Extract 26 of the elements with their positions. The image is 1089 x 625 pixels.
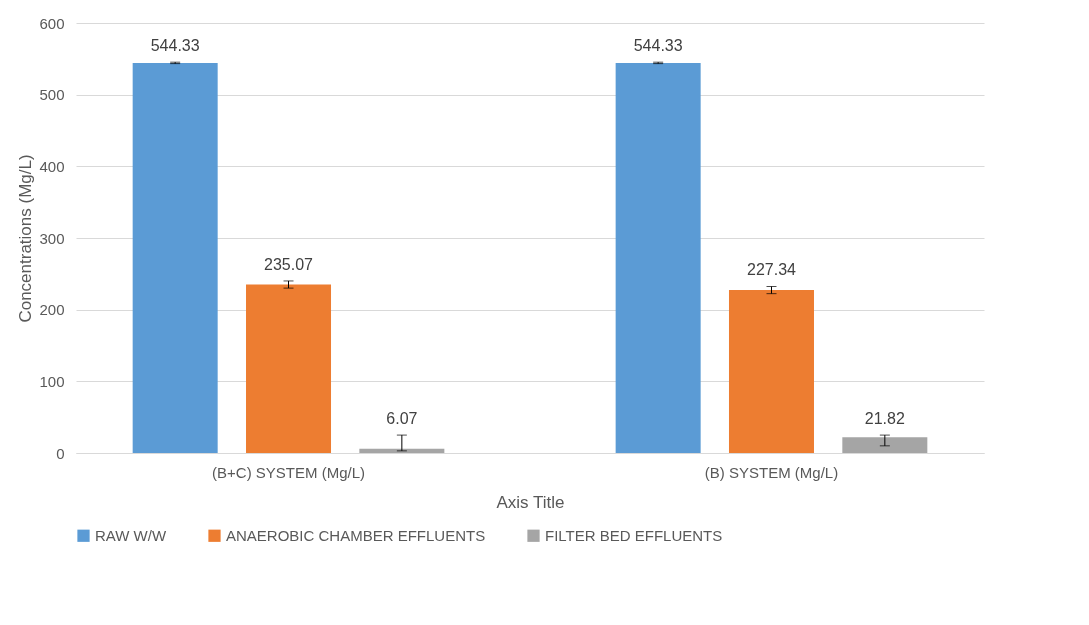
legend-label: ANAEROBIC CHAMBER EFFLUENTS — [226, 526, 486, 544]
legend-label: FILTER BED EFFLUENTS — [545, 526, 723, 544]
y-axis-title: Concentrations (Mg/L) — [16, 154, 36, 323]
bar — [132, 62, 218, 453]
y-tick-label: 600 — [39, 14, 65, 32]
data-label: 544.33 — [633, 37, 683, 55]
y-tick-label: 400 — [39, 157, 65, 175]
y-tick-label: 100 — [39, 372, 65, 390]
y-tick-label: 500 — [39, 86, 65, 104]
bar — [728, 290, 814, 453]
legend-label: RAW W/W — [95, 526, 167, 544]
data-label: 21.82 — [864, 410, 905, 428]
bar — [359, 448, 445, 453]
x-tick-label: (B+C) SYSTEM (Mg/L) — [212, 463, 365, 481]
bar — [615, 62, 701, 453]
y-tick-label: 300 — [39, 229, 65, 247]
y-tick-label: 200 — [39, 301, 65, 319]
data-label: 235.07 — [264, 255, 314, 273]
data-label: 6.07 — [386, 410, 418, 428]
x-tick-label: (B) SYSTEM (Mg/L) — [704, 463, 839, 481]
data-label: 544.33 — [150, 37, 200, 55]
bar — [842, 437, 928, 453]
x-axis-title: Axis Title — [496, 492, 565, 512]
data-label: 227.34 — [747, 261, 797, 279]
y-tick-label: 0 — [56, 444, 65, 462]
bar — [246, 284, 332, 453]
